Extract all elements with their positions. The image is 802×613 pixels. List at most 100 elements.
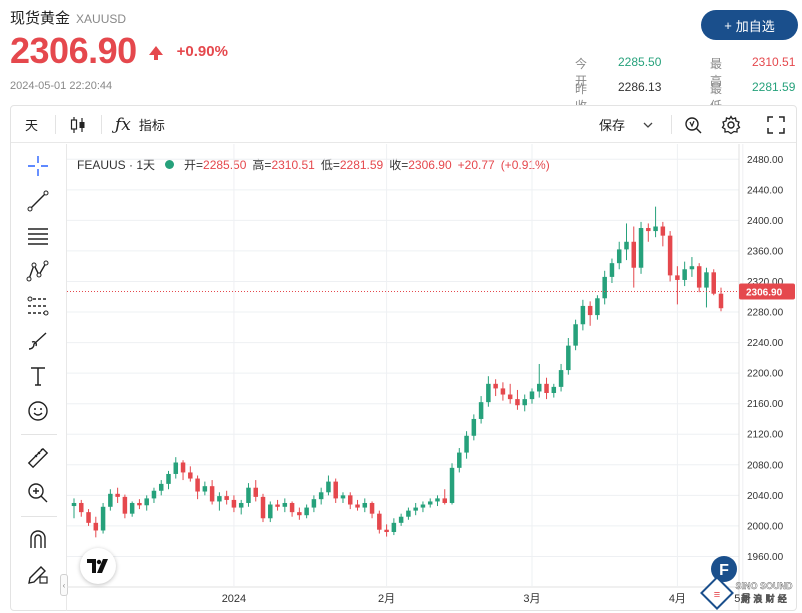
quick-search-button[interactable]	[683, 106, 703, 143]
open-label: 今开	[575, 57, 588, 88]
indicators-button[interactable]: ƒx 指标	[115, 106, 165, 143]
timestamp: 2024-05-01 22:20:44	[10, 80, 113, 92]
market-status-icon	[165, 160, 175, 169]
tool-lock-drawings[interactable]	[23, 560, 53, 588]
tool-emoji[interactable]	[23, 397, 53, 425]
tool-text[interactable]	[23, 362, 53, 390]
legend-open: 2285.50	[203, 157, 247, 172]
interval-selector[interactable]: 天	[25, 106, 38, 143]
candle-body	[268, 504, 273, 519]
legend-high-label: 高=	[252, 158, 272, 172]
candle-body	[689, 266, 695, 270]
candle-body	[115, 493, 120, 497]
candle-body	[166, 473, 171, 484]
save-button[interactable]: 保存	[599, 106, 653, 143]
candle-body	[144, 498, 149, 506]
settings-button[interactable]	[721, 106, 741, 143]
tool-zoom[interactable]	[23, 479, 53, 507]
high-label: 最高	[710, 57, 723, 88]
tool-crosshair[interactable]	[23, 152, 53, 180]
trendline-icon	[27, 190, 49, 212]
chart-toolbar: 天 ƒx 指标 保存	[11, 106, 796, 143]
magic-search-icon	[685, 116, 702, 133]
indicators-label: 指标	[138, 118, 165, 133]
candle-body	[79, 502, 84, 513]
prev-close-value: 2286.13	[618, 80, 662, 94]
candles-icon	[70, 116, 85, 133]
candle-body	[355, 504, 360, 508]
pattern-icon	[26, 260, 49, 282]
candle-body	[522, 399, 527, 406]
gear-icon	[721, 114, 741, 134]
candle-body	[377, 513, 382, 530]
candle-body	[682, 269, 687, 280]
current-price-tag	[739, 283, 795, 300]
fullscreen-icon	[767, 115, 785, 134]
price-row: 2306.90 +0.90%	[10, 30, 228, 72]
candle-body	[515, 399, 520, 406]
add-to-watchlist-button[interactable]: + 加自选	[701, 10, 798, 40]
candle-body	[493, 383, 498, 389]
instrument-title: 现货黄金 XAUUSD	[10, 7, 126, 28]
y-tick-label: 1960.00	[747, 552, 784, 563]
candle-body	[507, 394, 513, 400]
candle-body	[696, 266, 702, 288]
candle-body	[209, 486, 215, 502]
legend-open-label: 开=	[184, 158, 204, 172]
pencil-lock-icon	[28, 566, 48, 584]
candle-body	[602, 276, 607, 299]
fullscreen-button[interactable]	[767, 106, 785, 143]
collapse-toolbar-handle[interactable]: ‹	[60, 574, 68, 596]
price-chart[interactable]: 2480.00 2440.00 2400.00 2360.00 2320.00 2280.…	[67, 144, 797, 611]
candle-body	[289, 502, 295, 513]
y-tick-label: 2160.00	[747, 399, 784, 410]
tool-ruler[interactable]	[23, 444, 53, 472]
candle-body	[449, 467, 455, 503]
tool-magnet[interactable]	[23, 526, 53, 554]
candle-body	[500, 388, 506, 395]
candle-body	[558, 370, 564, 387]
candle-body	[471, 418, 477, 436]
tool-trendline[interactable]	[23, 187, 53, 215]
candle-body	[384, 529, 389, 533]
tool-fib[interactable]	[23, 292, 53, 320]
candle-type-button[interactable]	[69, 106, 87, 143]
tradingview-logo	[80, 548, 116, 584]
tool-horizontal-lines[interactable]	[23, 222, 53, 250]
candle-body	[260, 496, 266, 519]
candle-body	[231, 499, 237, 508]
candle-body	[224, 496, 229, 500]
candle-body	[413, 507, 418, 511]
candle-body	[646, 228, 651, 232]
candle-body	[398, 516, 404, 523]
svg-text:≡: ≡	[714, 589, 720, 601]
arrow-up-icon	[148, 45, 163, 60]
tool-pattern[interactable]	[23, 257, 53, 285]
candle-body	[71, 502, 77, 507]
open-value: 2285.50	[618, 55, 662, 69]
candle-body	[188, 472, 193, 479]
watermark-line2: 新 浪 财 经	[741, 593, 786, 605]
x-tick-label: 5月	[734, 593, 751, 605]
candle-body	[718, 293, 724, 309]
change-percent: +0.90%	[176, 42, 228, 60]
y-tick-label: 2120.00	[747, 430, 784, 441]
tv-logo-icon	[87, 559, 108, 573]
tool-brush[interactable]	[23, 327, 53, 355]
instrument-symbol: XAUUSD	[76, 12, 127, 26]
plus-icon: +	[724, 17, 732, 33]
candle-body	[675, 275, 680, 280]
candle-body	[660, 226, 666, 236]
legend-high: 2310.51	[271, 157, 315, 172]
svg-text:F: F	[719, 562, 729, 579]
legend-change-pct: (+0.91%)	[500, 157, 550, 172]
candle-body	[667, 235, 673, 276]
crosshair-icon	[28, 156, 48, 176]
candle-body	[195, 478, 200, 492]
watermark-line1: SINO SOUND	[735, 581, 793, 591]
candle-body	[391, 522, 397, 533]
candle-body	[551, 386, 557, 393]
candle-body	[442, 498, 448, 503]
candle-body	[297, 512, 302, 516]
high-value: 2310.51	[752, 55, 796, 69]
